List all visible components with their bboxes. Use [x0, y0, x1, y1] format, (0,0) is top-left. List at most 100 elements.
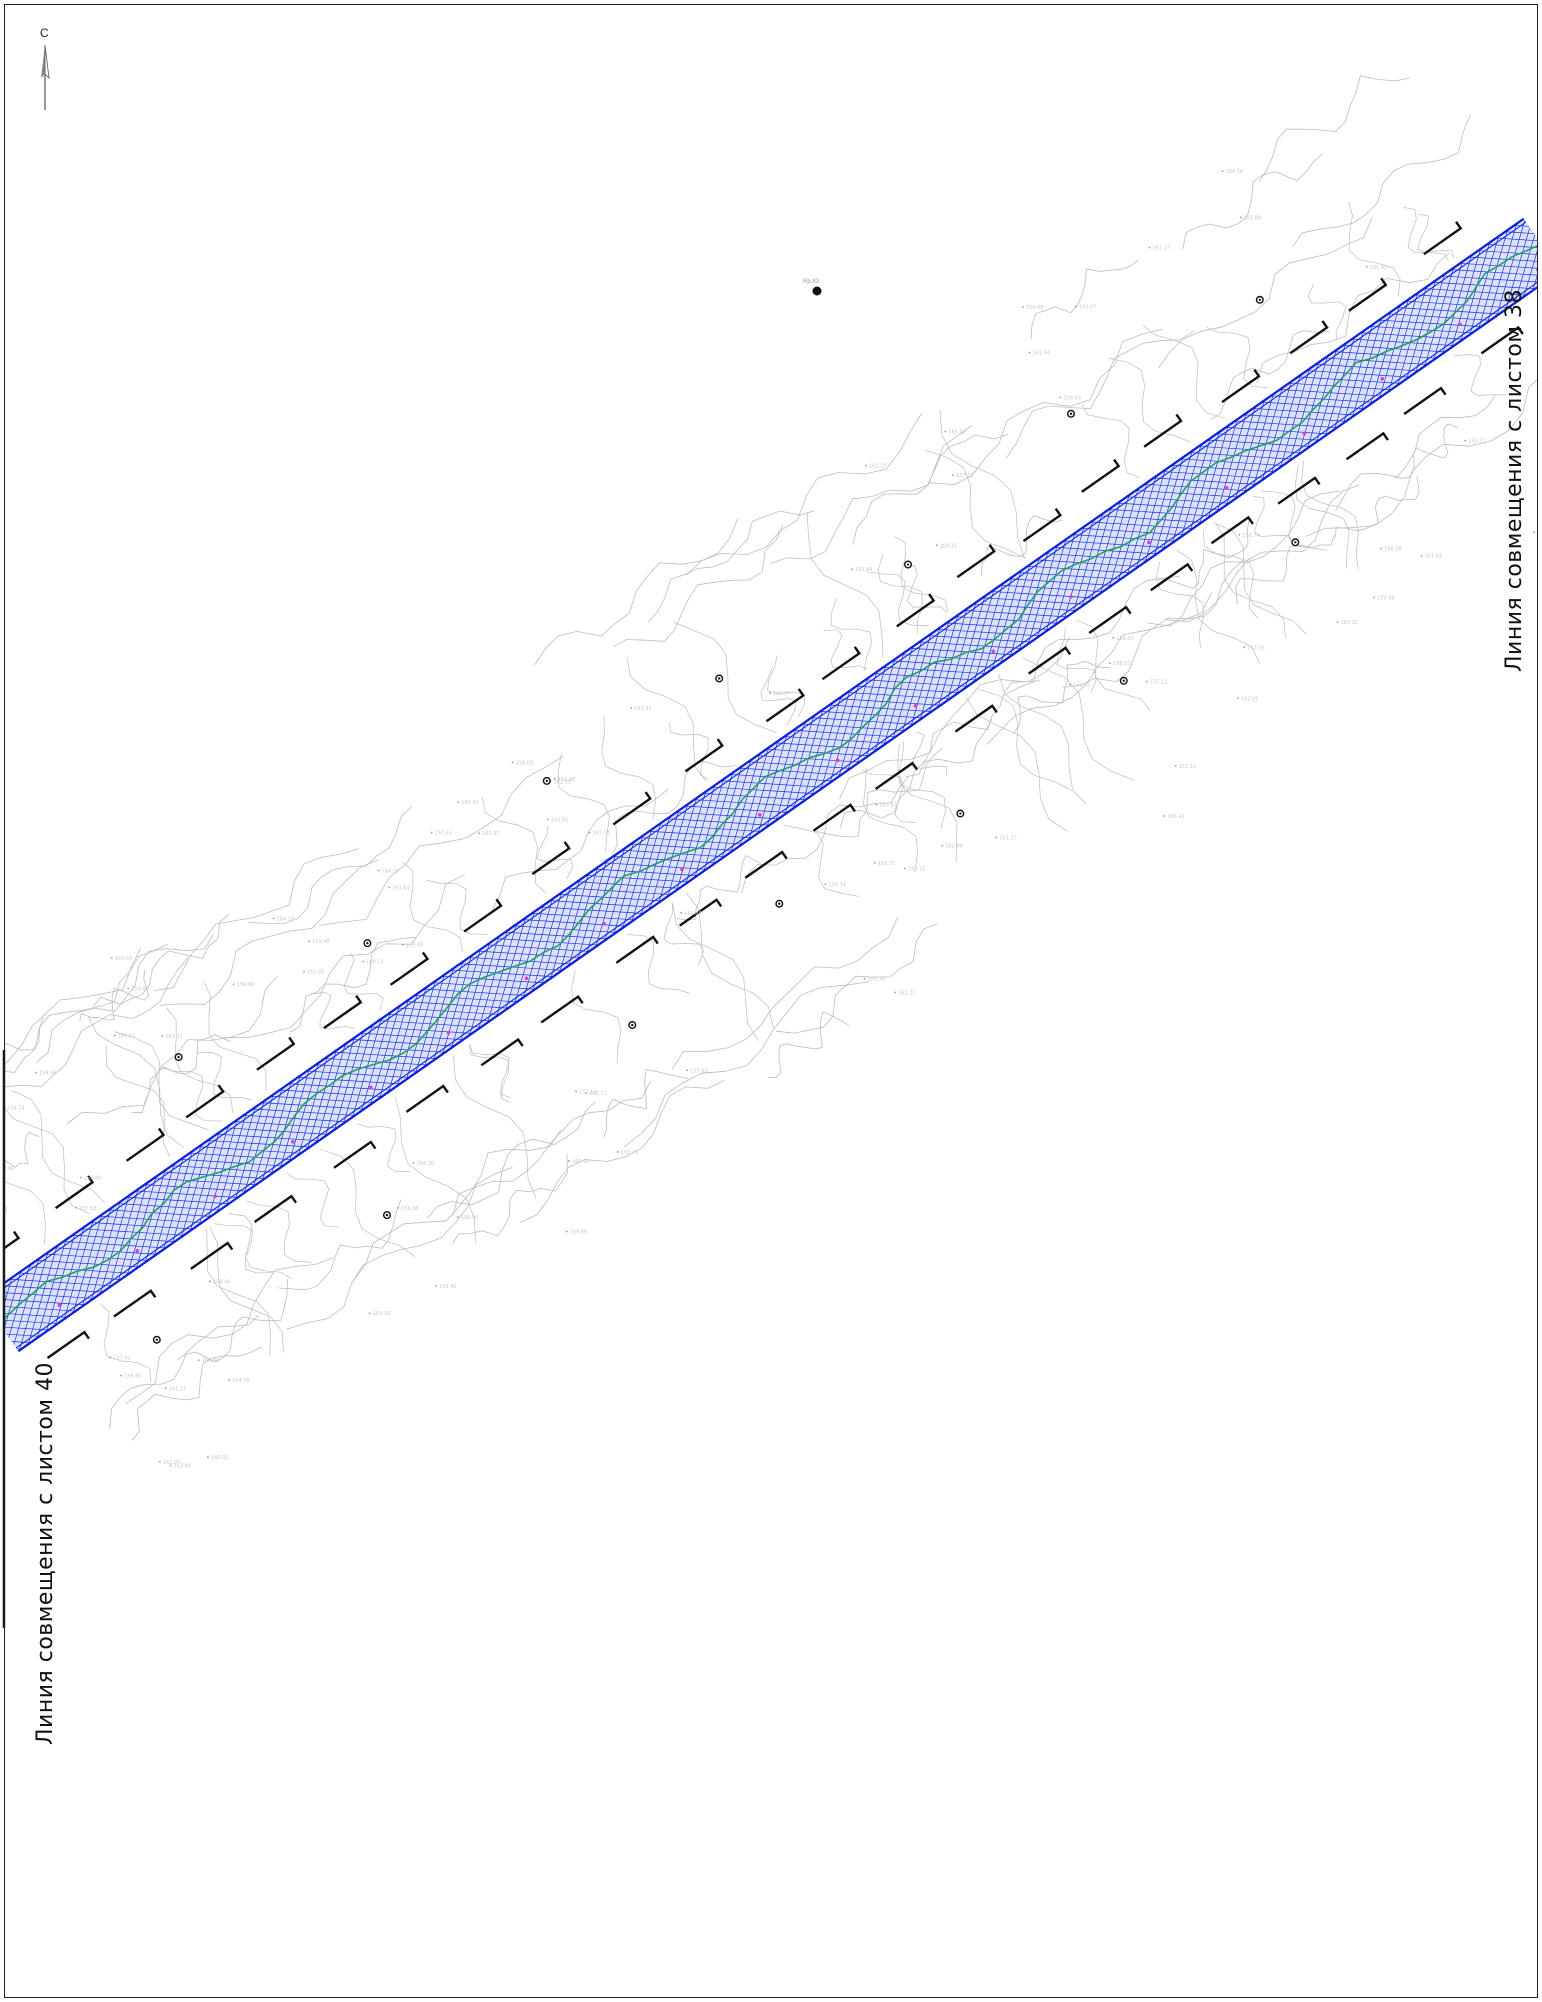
- well-marker-icon: [1066, 409, 1075, 418]
- elevation-spot: [1365, 265, 1368, 268]
- contour-line: [1335, 395, 1496, 511]
- elevation-spot: [169, 1464, 172, 1467]
- contour-line: [981, 515, 1063, 576]
- elevation-label: 161.64: [855, 567, 873, 573]
- corridor-hatch: [225, 1127, 328, 1135]
- contour-line: [286, 1172, 340, 1228]
- corridor-edge: [15, 282, 1537, 1349]
- contour-line: [99, 1303, 152, 1383]
- elevation-spot: [272, 917, 275, 920]
- contour-line: [767, 1011, 850, 1078]
- contour-line: [310, 991, 355, 1030]
- contour-line: [228, 1213, 292, 1280]
- contour-line: [357, 1123, 411, 1172]
- picket-marker: [368, 1085, 373, 1090]
- contour-line: [601, 715, 657, 819]
- corridor-hatch: [171, 1165, 274, 1173]
- corridor-hatch: [279, 1089, 383, 1097]
- corridor-hatch: [5, 1335, 31, 1343]
- corridor-hatch: [631, 843, 734, 851]
- corridor-hatch: [1523, 218, 1537, 297]
- corridor-hatch: [1243, 414, 1347, 422]
- elevation-label: 160.15: [940, 543, 958, 549]
- contour-line: [153, 848, 359, 991]
- elevation-label: 162.88: [684, 911, 702, 917]
- corridor-hatch: [234, 1121, 338, 1129]
- well-marker-icon: [542, 776, 551, 785]
- elevation-spot: [197, 1359, 200, 1362]
- corridor-hatch: [1171, 464, 1275, 473]
- corridor-hatch: [1297, 376, 1401, 384]
- elevation-label: 160.92: [211, 1455, 229, 1461]
- corridor-hatch: [1496, 237, 1537, 245]
- slope-tick: [954, 704, 998, 733]
- elevation-label: 161.64: [1424, 554, 1442, 560]
- corridor-hatch: [315, 1064, 419, 1072]
- corridor-hatch: [108, 1209, 211, 1217]
- well-marker-icon: [628, 1020, 637, 1029]
- corridor-hatch: [1216, 433, 1320, 441]
- contour-line: [177, 1278, 288, 1363]
- elevation-spot: [457, 801, 460, 804]
- contour-line: [977, 688, 1073, 791]
- corridor-hatch: [5, 1316, 58, 1325]
- match-line-label-top: Линия совмещения с листом 38: [1502, 289, 1527, 672]
- elevation-spot: [1336, 621, 1339, 624]
- elevation-spot: [208, 1280, 211, 1283]
- well-marker-icon: [152, 1335, 161, 1344]
- contour-line: [830, 598, 873, 672]
- slope-tick: [684, 738, 724, 773]
- elevation-label: 160.92: [572, 1159, 590, 1165]
- elevation-label: 156.38: [1384, 546, 1402, 552]
- corridor-hatch: [1261, 401, 1365, 410]
- slope-tick: [1277, 476, 1321, 505]
- corridor-hatch: [964, 610, 1067, 618]
- slope-tick: [125, 1127, 166, 1162]
- corridor-hatch: [1451, 269, 1537, 277]
- elevation-label: 161.64: [392, 886, 410, 892]
- corridor-hatch: [847, 692, 950, 700]
- slope-tick: [540, 994, 584, 1024]
- elevation-label: 164.18: [373, 1311, 391, 1317]
- corridor-hatch: [369, 1026, 473, 1034]
- contour-line: [5, 948, 141, 1065]
- corridor-hatch: [0, 1284, 3, 1382]
- corridor-hatch: [1532, 218, 1537, 220]
- corridor-hatch: [928, 635, 1031, 643]
- contour-line: [320, 1148, 416, 1258]
- corridor-hatch: [784, 736, 887, 744]
- contour-line: [1012, 660, 1110, 734]
- contour-line: [1147, 490, 1340, 627]
- contour-line: [131, 1346, 261, 1441]
- contour-line: [571, 970, 622, 1065]
- contour-line: [928, 328, 1163, 486]
- contour-line: [863, 767, 918, 873]
- corridor-hatch: [270, 1095, 374, 1104]
- elevation-spot: [617, 1151, 619, 1153]
- contour-line: [1158, 217, 1373, 369]
- contour-line: [427, 1101, 596, 1219]
- elevation-spot: [401, 943, 404, 946]
- corridor-hatch: [910, 647, 1013, 656]
- corridor-hatch: [1252, 408, 1356, 416]
- contour-line: [912, 731, 947, 775]
- elevation-label: 157.63: [113, 1355, 130, 1361]
- elevation-label: 157.63: [79, 1206, 97, 1212]
- elevation-spot: [941, 844, 944, 847]
- picket-marker: [1536, 268, 1537, 272]
- contour-line: [1022, 657, 1134, 781]
- slope-tick: [612, 791, 652, 826]
- elevation-label: 162.88: [174, 1464, 192, 1470]
- elevation-spot: [127, 987, 130, 990]
- contour-line: [1158, 519, 1250, 589]
- elevation-spot: [568, 1160, 570, 1162]
- corridor-hatch: [216, 1133, 319, 1142]
- slope-tick: [323, 995, 363, 1030]
- corridor-hatch: [5, 1348, 13, 1352]
- corridor-hatch: [703, 793, 806, 801]
- contour-line: [125, 1257, 333, 1404]
- contour-line: [925, 449, 1026, 559]
- contour-line: [1394, 423, 1459, 479]
- corridor-hatch: [874, 673, 977, 681]
